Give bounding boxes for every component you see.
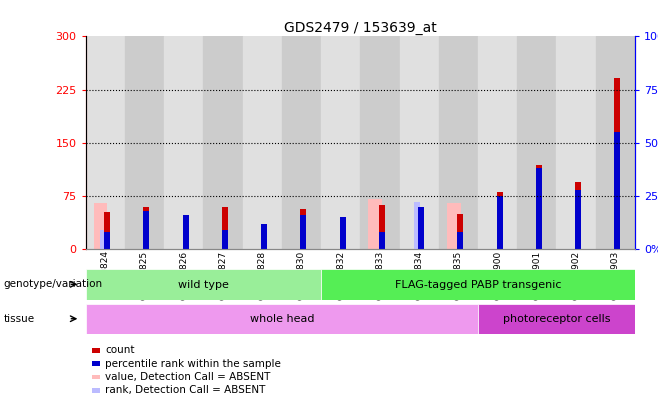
Bar	[379, 205, 385, 249]
Bar	[379, 232, 385, 249]
Text: value, Detection Call = ABSENT: value, Detection Call = ABSENT	[105, 372, 270, 382]
Bar	[321, 269, 635, 300]
Bar	[282, 36, 321, 249]
Bar	[100, 230, 106, 249]
Bar	[261, 229, 267, 249]
Bar	[478, 304, 635, 334]
Bar	[104, 232, 110, 249]
Text: genotype/variation: genotype/variation	[3, 279, 103, 289]
Text: rank, Detection Call = ABSENT: rank, Detection Call = ABSENT	[105, 386, 266, 395]
Bar	[399, 36, 439, 249]
Bar	[439, 36, 478, 249]
Bar	[361, 36, 399, 249]
Bar	[86, 36, 125, 249]
Bar	[418, 207, 424, 249]
Text: count: count	[105, 345, 135, 355]
Text: FLAG-tagged PABP transgenic: FLAG-tagged PABP transgenic	[395, 279, 561, 290]
Bar	[93, 203, 107, 249]
Text: percentile rank within the sample: percentile rank within the sample	[105, 359, 281, 369]
Bar	[497, 192, 503, 249]
Bar	[143, 207, 149, 249]
Bar	[615, 78, 620, 249]
Text: wild type: wild type	[178, 279, 229, 290]
Bar	[368, 199, 382, 249]
Bar	[340, 217, 345, 249]
Bar	[418, 224, 424, 249]
Bar	[536, 165, 542, 249]
Bar	[222, 207, 228, 249]
Bar	[340, 222, 345, 249]
Bar	[143, 211, 149, 249]
Title: GDS2479 / 153639_at: GDS2479 / 153639_at	[284, 21, 437, 35]
Bar	[457, 232, 463, 249]
Bar	[183, 215, 189, 249]
Bar	[415, 202, 420, 249]
Bar	[615, 132, 620, 249]
Bar	[557, 36, 595, 249]
Text: tissue: tissue	[3, 314, 34, 324]
Bar	[517, 36, 557, 249]
Bar	[575, 182, 581, 249]
Bar	[447, 203, 461, 249]
Bar	[301, 215, 306, 249]
Bar	[183, 215, 189, 249]
Text: photoreceptor cells: photoreceptor cells	[503, 314, 610, 324]
Bar	[203, 36, 243, 249]
Bar	[478, 36, 517, 249]
Bar	[222, 230, 228, 249]
Bar	[457, 214, 463, 249]
Bar	[301, 209, 306, 249]
Bar	[243, 36, 282, 249]
Bar	[575, 190, 581, 249]
Bar	[86, 269, 321, 300]
Text: whole head: whole head	[249, 314, 314, 324]
Bar	[86, 304, 478, 334]
Bar	[536, 168, 542, 249]
Bar	[595, 36, 635, 249]
Bar	[497, 196, 503, 249]
Bar	[125, 36, 164, 249]
Bar	[321, 36, 361, 249]
Bar	[104, 212, 110, 249]
Bar	[164, 36, 203, 249]
Bar	[261, 224, 267, 249]
